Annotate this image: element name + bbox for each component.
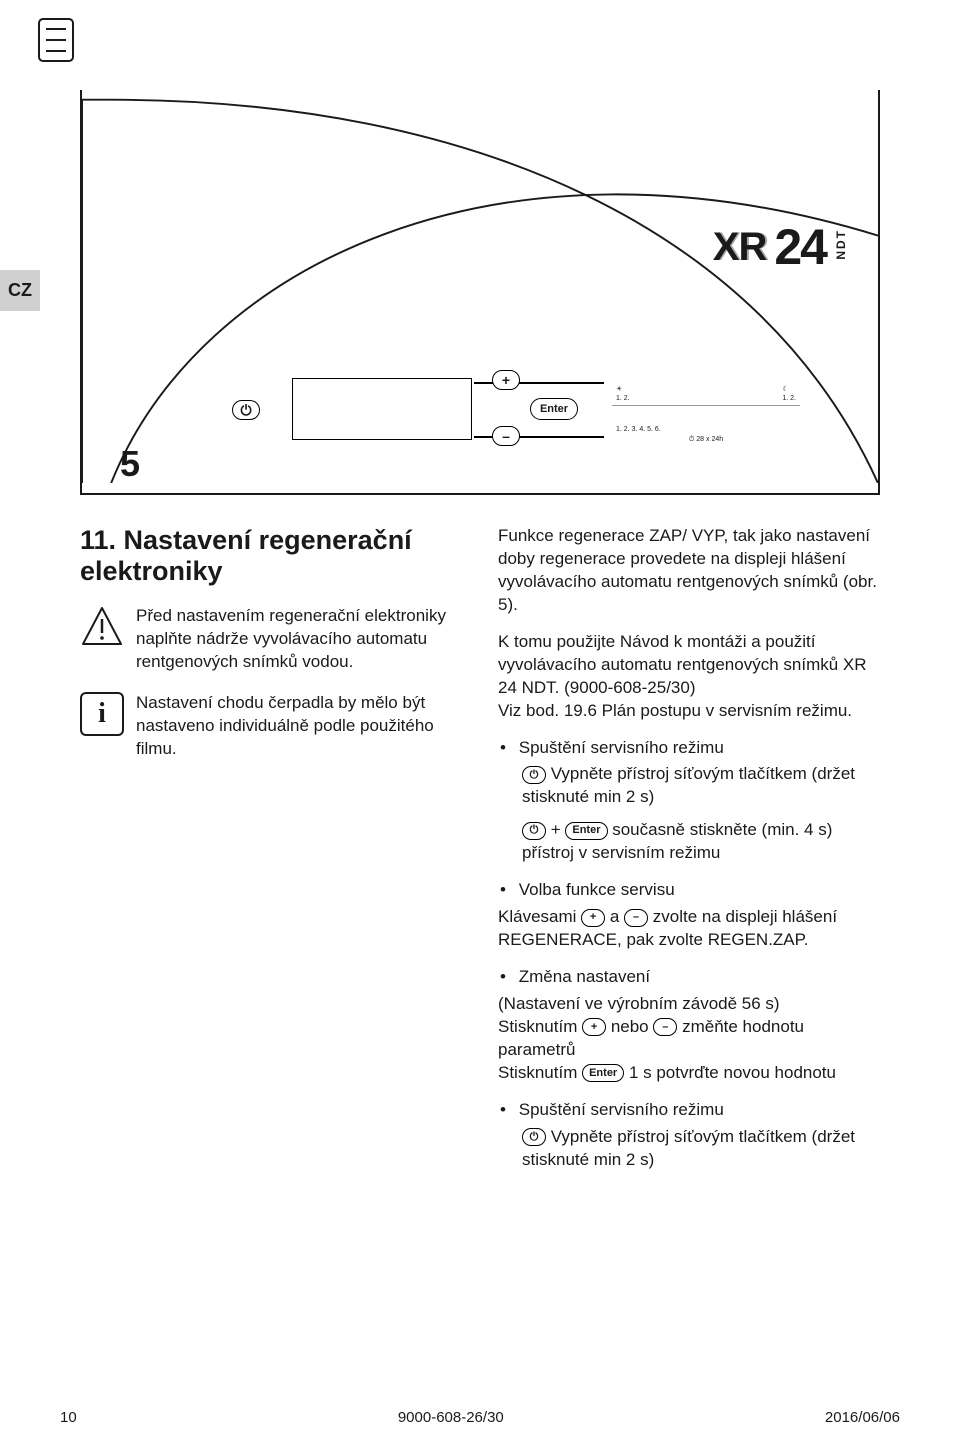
power-icon: ⏻ xyxy=(522,766,546,784)
mode-steps: 1. 2. 3. 4. 5. 6. xyxy=(616,426,661,434)
info-block: i Nastavení chodu čerpadla by mělo být n… xyxy=(80,692,462,761)
mode-icon-moon: ☾1. 2. xyxy=(782,386,796,403)
page-number: 10 xyxy=(60,1409,77,1426)
minus-icon: – xyxy=(624,909,648,927)
enter-icon: Enter xyxy=(565,822,607,840)
brand-sub: NDT xyxy=(834,229,848,260)
section-heading: 11. Nastavení regenerační elektroniky xyxy=(80,525,462,587)
content-columns: 11. Nastavení regenerační elektroniky Př… xyxy=(80,525,880,1186)
mode-cycle-label: ⏱ 28 x 24h xyxy=(612,436,800,444)
figure-number: 5 xyxy=(120,443,140,485)
language-tab: CZ xyxy=(0,270,40,311)
page-footer: 10 9000-608-26/30 2016/06/06 xyxy=(60,1409,900,1426)
power-icon: ⏻ xyxy=(522,822,546,840)
plus-icon: + xyxy=(581,909,605,927)
instruction-list: Spuštění servisního režimu ⏻ Vypněte pří… xyxy=(498,737,880,1172)
minus-button[interactable]: – xyxy=(492,426,520,446)
power-button[interactable]: ⏻ xyxy=(232,400,260,420)
display-screen xyxy=(292,378,472,440)
enter-button[interactable]: Enter xyxy=(530,398,578,420)
list-view-icon xyxy=(38,18,74,62)
plus-button[interactable]: + xyxy=(492,370,520,390)
info-text: Nastavení chodu čerpadla by mělo být nas… xyxy=(136,692,462,761)
paragraph-2: K tomu použijte Návod k montáži a použit… xyxy=(498,631,880,723)
power-icon: ⏻ xyxy=(522,1128,546,1146)
list-item-2: Volba funkce servisu Klávesami + a – zvo… xyxy=(498,879,880,952)
mode-icons-block: ☀1. 2. ☾1. 2. 1. 2. 3. 4. 5. 6. ⏱ 28 x 2… xyxy=(612,370,800,448)
left-column: 11. Nastavení regenerační elektroniky Př… xyxy=(80,525,462,1186)
list-item-4: Spuštění servisního režimu ⏻ Vypněte pří… xyxy=(498,1099,880,1172)
control-panel: ⏻ + – Enter ☀1. 2. ☾1. 2. 1. 2. 3. 4. 5.… xyxy=(232,370,802,450)
list-item-1: Spuštění servisního režimu ⏻ Vypněte pří… xyxy=(498,737,880,866)
brand-number: 24 xyxy=(774,225,826,270)
brand-xr: XR xyxy=(713,225,767,270)
doc-date: 2016/06/06 xyxy=(825,1409,900,1426)
list-item-3: Změna nastavení (Nastavení ve výrobním z… xyxy=(498,966,880,1085)
warning-icon xyxy=(80,605,124,649)
figure-5: XR 24 NDT ⏻ + – Enter ☀1. 2. ☾1. 2. 1. 2… xyxy=(80,90,880,495)
brand-logo: XR 24 NDT xyxy=(713,225,848,270)
mode-icon-sun: ☀1. 2. xyxy=(616,386,630,403)
enter-icon: Enter xyxy=(582,1064,624,1082)
plus-icon: + xyxy=(582,1018,606,1036)
info-icon: i xyxy=(80,692,124,736)
paragraph-1: Funkce regenerace ZAP/ VYP, tak jako nas… xyxy=(498,525,880,617)
minus-icon: – xyxy=(653,1018,677,1036)
right-column: Funkce regenerace ZAP/ VYP, tak jako nas… xyxy=(498,525,880,1186)
warning-text: Před nastavením regenerační elektroniky … xyxy=(136,605,462,674)
page: CZ XR 24 NDT ⏻ + – Enter ☀1. 2. ☾1. 2. xyxy=(0,0,960,1450)
warning-block: Před nastavením regenerační elektroniky … xyxy=(80,605,462,674)
doc-number: 9000-608-26/30 xyxy=(398,1409,504,1426)
